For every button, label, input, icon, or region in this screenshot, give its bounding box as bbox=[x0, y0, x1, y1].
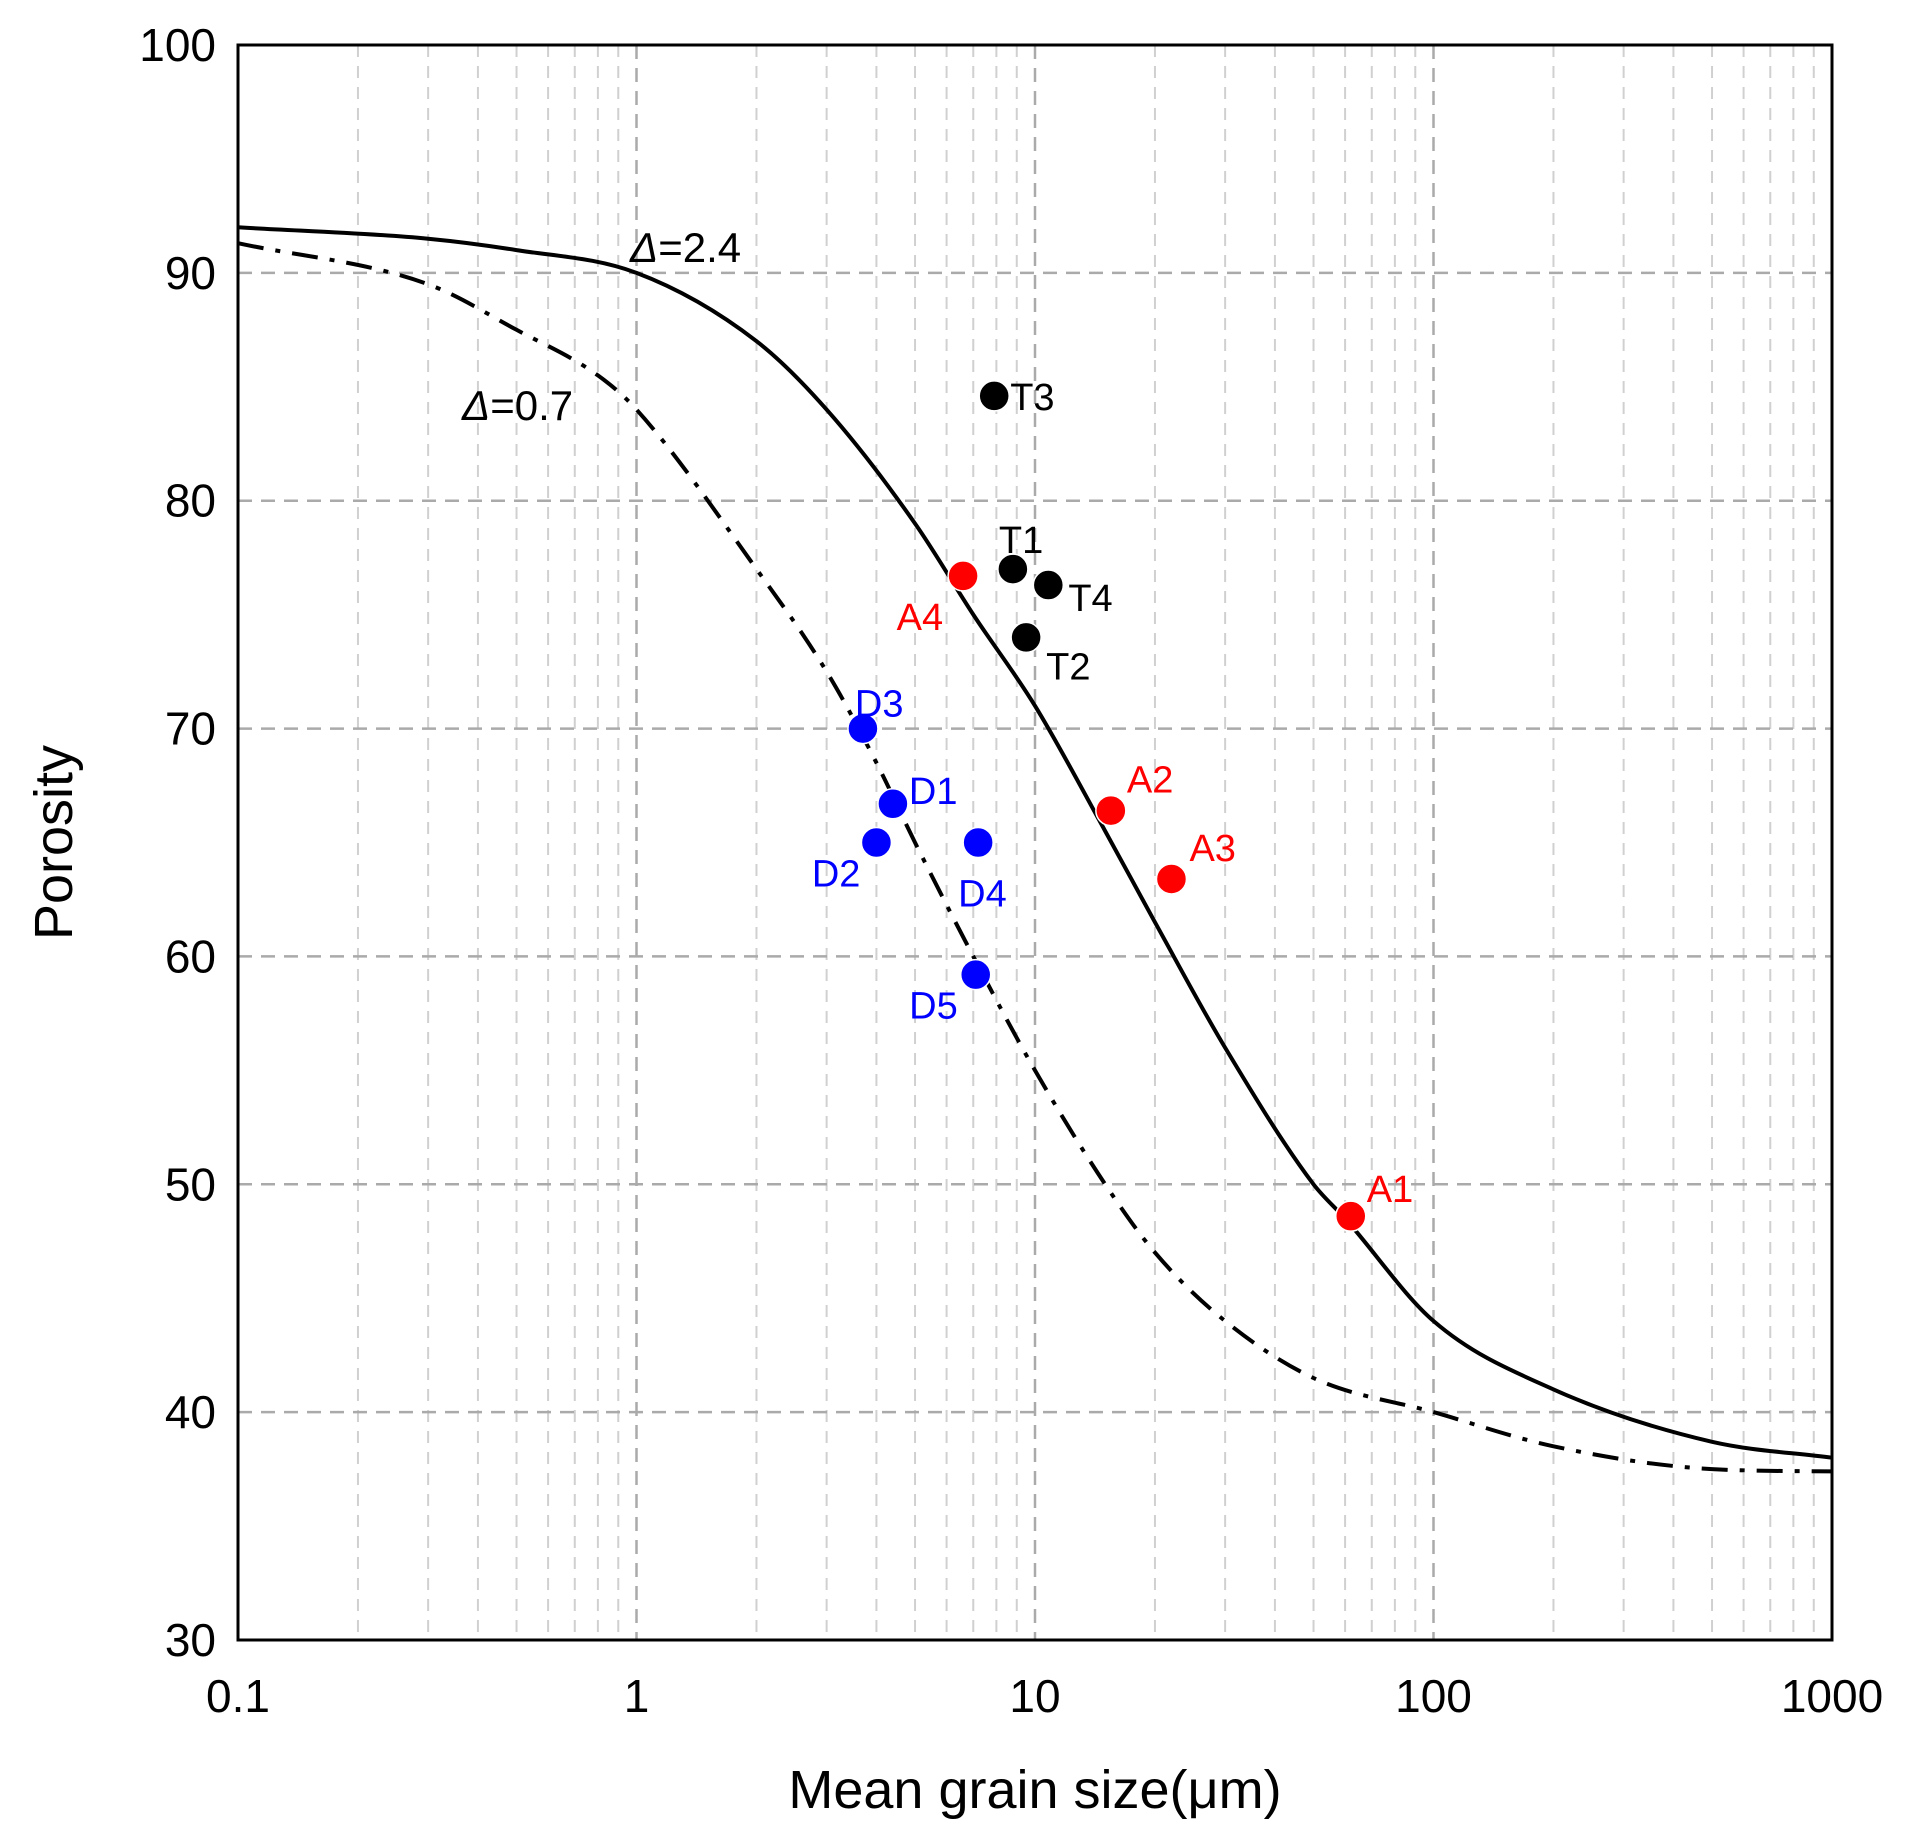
x-tick-label: 1000 bbox=[1781, 1670, 1883, 1722]
point-label-d3: D3 bbox=[855, 684, 904, 726]
point-t2 bbox=[1010, 621, 1042, 654]
x-tick-label: 100 bbox=[1395, 1670, 1472, 1722]
point-d1 bbox=[877, 788, 909, 820]
y-tick-label: 60 bbox=[165, 930, 216, 982]
point-d4 bbox=[962, 826, 994, 859]
point-label-d1: D1 bbox=[909, 771, 958, 813]
point-d3 bbox=[847, 712, 879, 745]
y-tick-label: 80 bbox=[165, 475, 216, 527]
x-tick-label: 0.1 bbox=[206, 1670, 270, 1722]
point-label-t4: T4 bbox=[1068, 578, 1112, 620]
delta-value: =0.7 bbox=[490, 382, 573, 429]
y-axis-title: Porosity bbox=[24, 745, 84, 940]
y-tick-label: 100 bbox=[139, 19, 216, 71]
point-label-d2: D2 bbox=[812, 854, 861, 896]
point-label-t2: T2 bbox=[1046, 646, 1090, 688]
point-t3 bbox=[978, 380, 1010, 412]
curve-labels: Δ=2.4Δ=0.7 bbox=[461, 224, 741, 429]
point-label-a2: A2 bbox=[1127, 760, 1173, 802]
point-label-t3: T3 bbox=[1010, 377, 1054, 419]
point-t4 bbox=[1032, 569, 1065, 601]
point-a3 bbox=[1155, 863, 1188, 895]
x-axis-title: Mean grain size(μm) bbox=[788, 1760, 1281, 1820]
data-points: A1 A2 A3 A4 T1 T2 T3 T4 D1 D2 D3 D4 D5 bbox=[812, 377, 1413, 1232]
y-tick-label: 30 bbox=[165, 1614, 216, 1666]
curve-delta-0-7 bbox=[237, 241, 1833, 1474]
point-label-d4: D4 bbox=[958, 874, 1007, 916]
tick-labels: 0.1 1 10 100 1000 30 40 50 60 70 80 90 100 bbox=[139, 19, 1883, 1722]
plot-frame bbox=[236, 43, 1834, 1642]
y-tick-label: 50 bbox=[165, 1158, 216, 1210]
y-tick-label: 70 bbox=[165, 703, 216, 755]
curve-delta-2-4 bbox=[237, 225, 1833, 1460]
point-a4 bbox=[947, 560, 979, 592]
curve-label: Δ=0.7 bbox=[461, 382, 573, 429]
y-tick-label: 90 bbox=[165, 247, 216, 299]
x-tick-label: 1 bbox=[624, 1670, 650, 1722]
curves bbox=[237, 225, 1833, 1474]
point-label-a1: A1 bbox=[1367, 1169, 1413, 1211]
point-label-a4: A4 bbox=[897, 597, 943, 639]
point-d2 bbox=[860, 826, 893, 859]
delta-symbol: Δ bbox=[629, 224, 658, 271]
point-label-t1: T1 bbox=[999, 520, 1043, 562]
grid bbox=[238, 45, 1832, 1640]
point-a1 bbox=[1335, 1200, 1367, 1232]
point-label-d5: D5 bbox=[909, 986, 958, 1028]
point-a2 bbox=[1095, 794, 1127, 827]
x-tick-label: 10 bbox=[1009, 1670, 1060, 1722]
point-t1 bbox=[997, 553, 1029, 585]
point-d5 bbox=[959, 958, 992, 991]
delta-symbol: Δ bbox=[461, 382, 490, 429]
y-tick-label: 40 bbox=[165, 1386, 216, 1438]
delta-value: =2.4 bbox=[658, 224, 741, 271]
point-label-a3: A3 bbox=[1189, 828, 1235, 870]
curve-label: Δ=2.4 bbox=[629, 224, 741, 271]
